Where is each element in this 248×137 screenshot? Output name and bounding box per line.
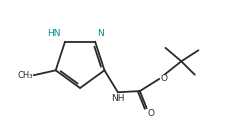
- Text: HN: HN: [47, 29, 61, 38]
- Text: N: N: [97, 29, 104, 38]
- Text: O: O: [148, 109, 155, 118]
- Text: NH: NH: [111, 94, 124, 103]
- Text: CH₃: CH₃: [17, 71, 32, 80]
- Text: O: O: [160, 74, 168, 83]
